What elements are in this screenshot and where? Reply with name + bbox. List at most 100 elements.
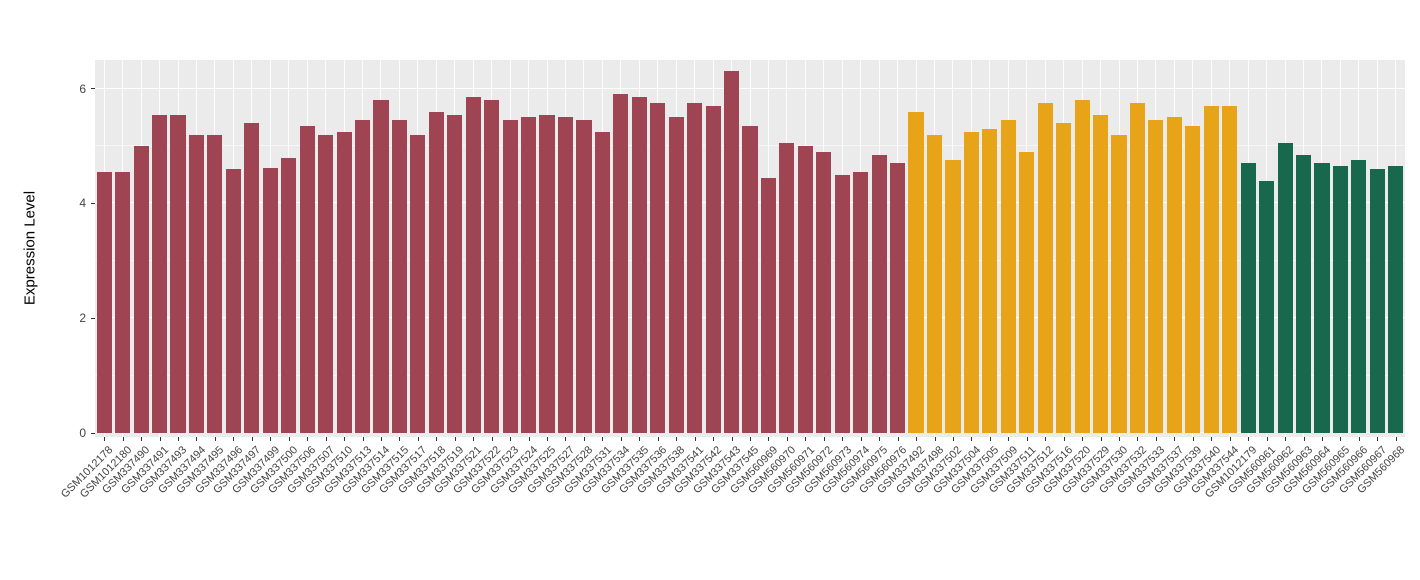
bar [1000,120,1016,433]
x-tick-mark [786,437,788,441]
bar [742,126,758,433]
x-tick-mark [547,437,549,441]
bar [1295,154,1312,433]
x-tick-mark [602,437,604,441]
x-tick-mark [344,437,346,441]
x-tick-mark [528,437,530,441]
bar [705,105,721,433]
bar [299,126,315,433]
x-tick-mark [916,437,918,441]
bar [1037,103,1053,433]
bar [816,151,832,433]
bar [1259,180,1275,433]
bar [668,117,684,433]
bar [318,134,334,433]
bar [1314,163,1330,433]
x-tick-mark [1303,437,1305,441]
x-tick-mark [251,437,253,441]
x-tick-mark [1082,437,1084,441]
x-tick-mark [233,437,235,441]
bar [281,157,297,433]
x-tick-mark [934,437,936,441]
x-tick-mark [214,437,216,441]
bar [576,120,592,433]
x-tick-mark [380,437,382,441]
bar [945,160,961,433]
y-tick-label: 2 [79,311,86,326]
x-tick-mark [676,437,678,441]
x-tick-mark [583,437,585,441]
bar [779,143,795,433]
x-tick-mark [491,437,493,441]
bar [373,100,389,433]
bar [1388,166,1404,433]
bar [1092,114,1109,433]
x-tick-mark [1229,437,1231,441]
x-tick-mark [1174,437,1176,441]
x-tick-mark [1358,437,1360,441]
x-tick-mark [104,437,106,441]
x-tick-mark [510,437,512,441]
bar [170,114,186,433]
bar [1332,166,1348,433]
bar [428,111,444,433]
x-tick-mark [270,437,272,441]
x-tick-mark [1045,437,1047,441]
x-tick-mark [860,437,862,441]
x-tick-mark [639,437,641,441]
bar [1111,134,1127,433]
x-tick-mark [1155,437,1157,441]
bar [963,131,979,433]
y-axis: 0 2 4 6 [0,60,95,440]
x-tick-mark [196,437,198,441]
bar [1185,126,1201,433]
x-tick-mark [731,437,733,441]
bar [557,117,574,433]
bar [1148,120,1164,433]
bar [687,103,703,433]
y-tick-mark [91,432,95,434]
x-tick-mark [436,437,438,441]
x-tick-mark [805,437,807,441]
bar [1222,105,1238,433]
x-tick-mark [1063,437,1065,441]
x-tick-mark [823,437,825,441]
x-tick-mark [952,437,954,441]
x-tick-mark [1008,437,1010,441]
x-tick-mark [1192,437,1194,441]
bar [650,103,666,433]
x-tick-mark [1285,437,1287,441]
bar [391,120,407,433]
x-tick-mark [620,437,622,441]
plot-panel [95,60,1405,437]
bar [853,171,869,433]
x-tick-mark [325,437,327,441]
x-tick-mark [141,437,143,441]
bar [982,128,998,433]
bar [723,71,740,433]
bar [1166,117,1182,433]
bar [1277,143,1293,433]
bar [225,169,241,433]
x-tick-mark [971,437,973,441]
bar [1203,105,1219,433]
y-tick-mark [91,202,95,204]
bar [115,171,131,433]
bar [834,174,850,433]
bar [207,134,223,433]
x-axis: GSM1012178 GSM1012180 GSM337490 GSM337491 GS… [59,437,1407,580]
x-tick-mark [989,437,991,441]
x-tick-mark [1266,437,1268,441]
bar [244,123,260,433]
bar [871,154,887,433]
y-tick-label: 0 [79,426,86,440]
x-tick-mark [454,437,456,441]
y-tick-mark [91,317,95,319]
x-tick-mark [1377,437,1379,441]
x-tick-mark [178,437,180,441]
bar [760,177,776,433]
x-tick-mark [362,437,364,441]
bar [96,171,112,433]
bar [890,163,906,433]
x-tick-mark [473,437,475,441]
